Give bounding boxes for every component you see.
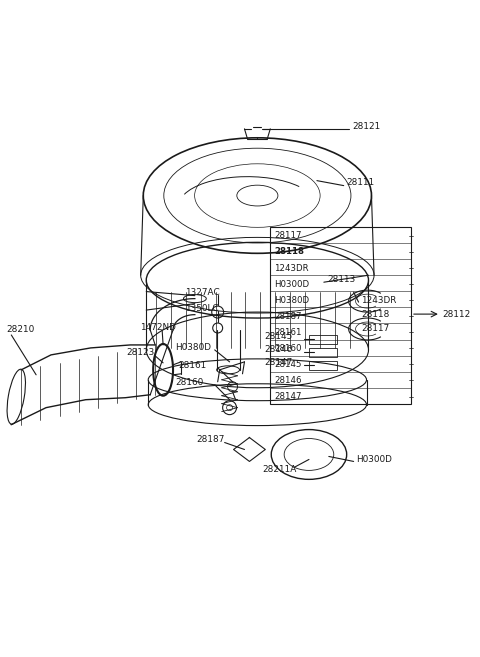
Text: 1327AC: 1327AC xyxy=(185,288,220,297)
Text: H0300D: H0300D xyxy=(275,280,310,288)
Text: 28111: 28111 xyxy=(347,178,375,187)
Text: 28121: 28121 xyxy=(353,122,381,131)
Text: 28145: 28145 xyxy=(264,332,293,342)
Text: 28146: 28146 xyxy=(264,346,293,354)
Text: 28117: 28117 xyxy=(275,231,302,240)
Text: 28187: 28187 xyxy=(196,435,224,444)
Text: 28187: 28187 xyxy=(275,311,302,321)
Bar xyxy=(309,361,337,370)
Bar xyxy=(309,335,337,344)
Text: 28210: 28210 xyxy=(6,325,35,334)
Text: H0300D: H0300D xyxy=(357,455,393,464)
Text: H0380D: H0380D xyxy=(175,344,211,352)
Text: 28118: 28118 xyxy=(275,248,304,256)
Text: 28211A: 28211A xyxy=(263,465,297,474)
Text: 28123: 28123 xyxy=(126,348,155,357)
Text: 1243DR: 1243DR xyxy=(275,263,309,273)
Text: 28118: 28118 xyxy=(361,309,390,319)
Text: 28146: 28146 xyxy=(275,376,302,385)
Text: 28160: 28160 xyxy=(175,378,203,387)
Text: 28117: 28117 xyxy=(361,323,390,332)
Text: 28161: 28161 xyxy=(275,328,302,337)
Text: 28160: 28160 xyxy=(275,344,302,353)
Text: 1350LC: 1350LC xyxy=(185,304,218,313)
Text: 28113: 28113 xyxy=(327,275,355,284)
Bar xyxy=(270,227,411,404)
Text: 28161: 28161 xyxy=(178,361,206,371)
Text: 28145: 28145 xyxy=(275,360,302,369)
Bar xyxy=(309,348,337,357)
Text: 28147: 28147 xyxy=(264,358,293,367)
Text: 1472ND: 1472ND xyxy=(140,323,176,332)
Text: 28112: 28112 xyxy=(443,309,471,319)
Text: 1243DR: 1243DR xyxy=(361,296,397,305)
Text: H0380D: H0380D xyxy=(275,296,310,305)
Text: 28147: 28147 xyxy=(275,392,302,401)
